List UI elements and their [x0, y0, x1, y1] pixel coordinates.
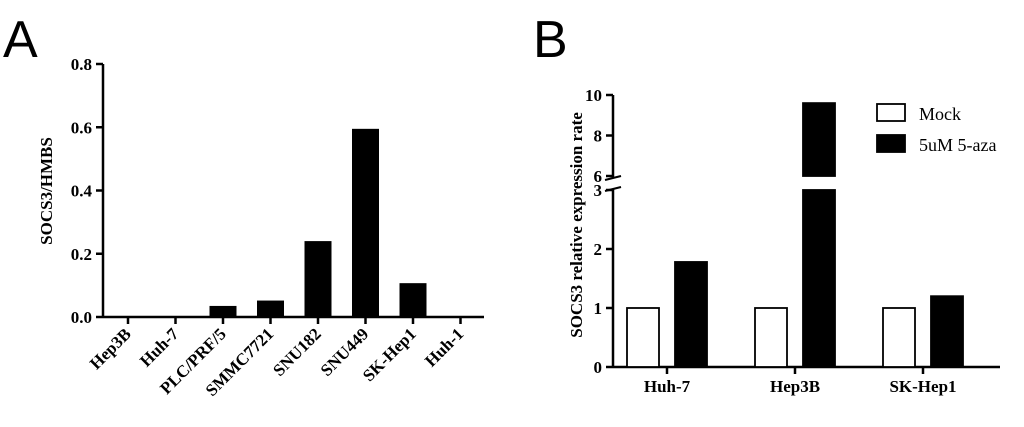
- legend-swatch-5aza: [876, 134, 906, 153]
- chart-a-y-tick-label: 0.0: [71, 308, 92, 327]
- chart-a-bar: [304, 241, 332, 317]
- chart-b-y-tick-label: 8: [594, 127, 603, 146]
- chart-b-y-tick-label: 3: [594, 181, 603, 200]
- chart-a-y-axis-title: SOCS3/HMBS: [37, 137, 56, 245]
- chart-b-bar-5aza-lower: [802, 189, 836, 368]
- chart-a-category-label: Huh-7: [136, 324, 183, 371]
- panel-a-letter: A: [3, 11, 38, 69]
- chart-b-bar-5aza: [930, 295, 964, 368]
- chart-a-category-label: Hep3B: [86, 324, 135, 373]
- chart-b-category-label: Hep3B: [770, 377, 820, 396]
- chart-a-y-tick-label: 0.4: [71, 182, 93, 201]
- chart-a-category-label: Huh-1: [421, 324, 467, 370]
- chart-b-legend: Mock 5uM 5-aza: [876, 103, 996, 155]
- chart-b-y-tick-label: 6: [594, 167, 603, 186]
- chart-a-y-tick-label: 0.2: [71, 245, 92, 264]
- chart-b-bar-5aza: [674, 261, 708, 368]
- chart-b-bar-5aza-upper: [802, 102, 836, 177]
- chart-b-bar-mock: [754, 307, 788, 368]
- chart-a-bar: [399, 283, 427, 317]
- legend-swatch-mock: [876, 103, 906, 122]
- chart-a-category-label: SNU182: [269, 324, 325, 380]
- legend-label-5aza: 5uM 5-aza: [919, 135, 996, 155]
- legend-label-mock: Mock: [919, 104, 961, 124]
- chart-b-bar-mock: [626, 307, 660, 368]
- chart-a: SOCS3/HMBS 0.00.20.40.60.8 Hep3B Huh-7PLC…: [37, 55, 484, 400]
- chart-b-y-tick-label: 2: [594, 240, 603, 259]
- chart-b-y-axis-title: SOCS3 relative expression rate: [567, 112, 586, 338]
- chart-b: SOCS3 relative expression rate 01236810 …: [567, 86, 1000, 396]
- chart-a-y-tick-label: 0.6: [71, 118, 92, 137]
- chart-b-bar-mock: [882, 307, 916, 368]
- chart-a-bar: [352, 128, 379, 317]
- chart-a-bar: [209, 305, 237, 317]
- chart-b-y-tick-label: 10: [585, 86, 602, 105]
- chart-b-y-tick-label: 1: [594, 299, 603, 318]
- chart-b-y-tick-label: 0: [594, 358, 603, 377]
- panel-b-letter: B: [533, 11, 568, 69]
- chart-b-category-label: SK-Hep1: [889, 377, 956, 396]
- chart-a-bar: [257, 300, 284, 317]
- chart-a-y-tick-label: 0.8: [71, 55, 92, 74]
- chart-a-category-label: SK-Hep1: [359, 324, 420, 385]
- chart-b-category-label: Huh-7: [644, 377, 691, 396]
- chart-b-axis-break-mark-upper: [604, 175, 622, 181]
